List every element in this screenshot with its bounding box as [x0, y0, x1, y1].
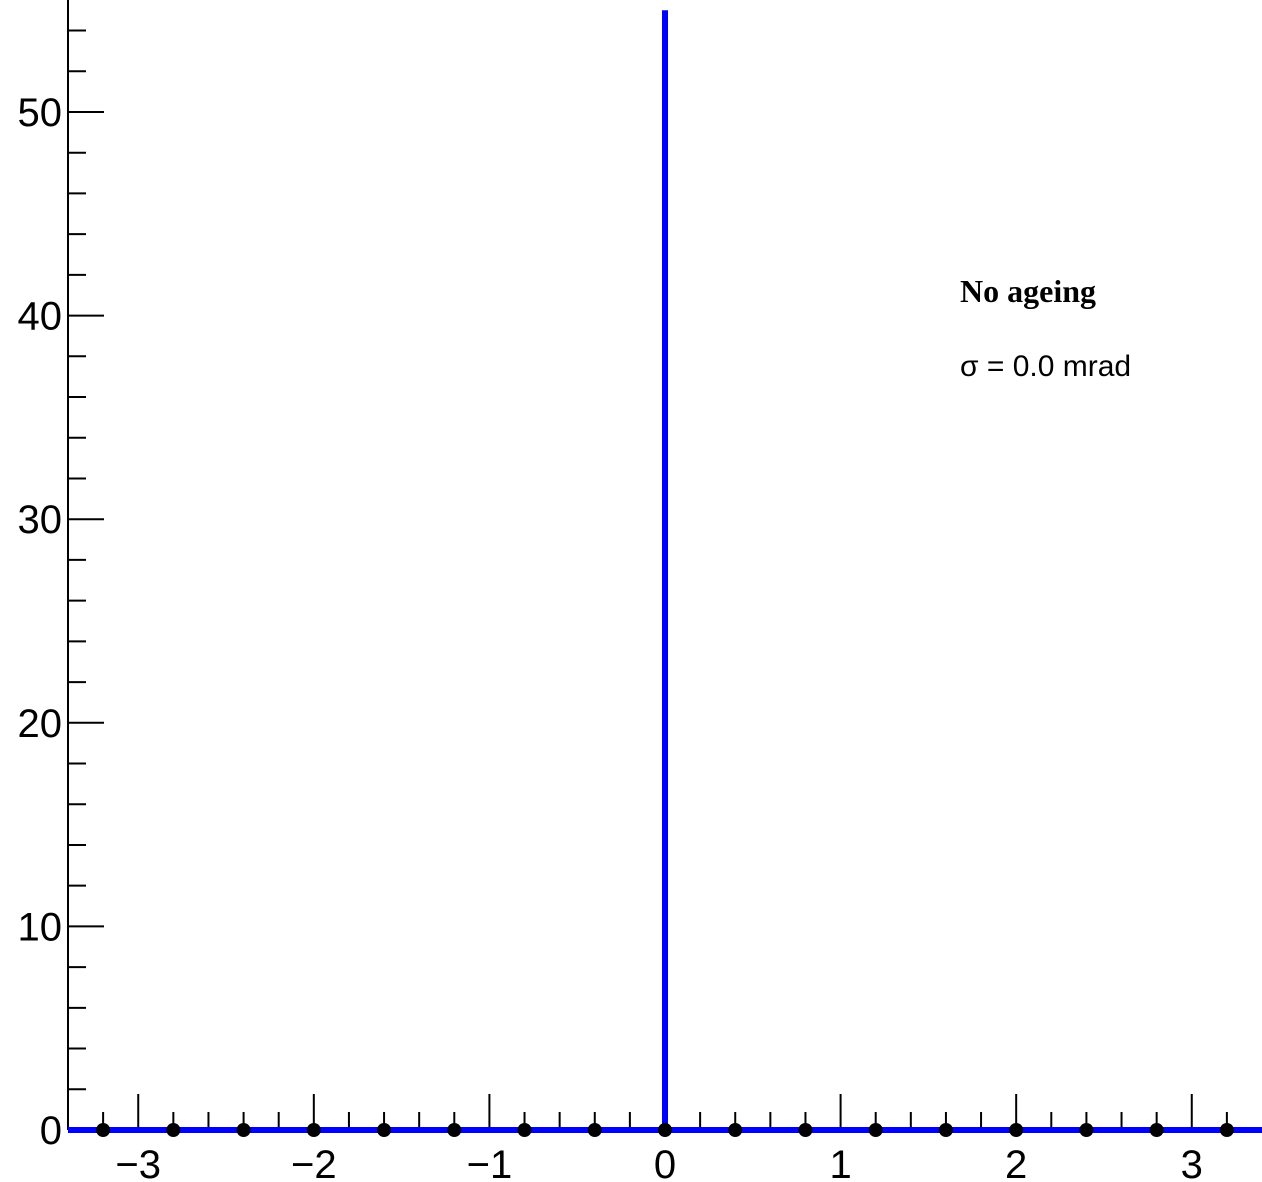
data-point — [517, 1123, 532, 1137]
annotations: No ageing σ = 0.0 mrad — [960, 273, 1131, 383]
data-point — [1149, 1123, 1164, 1137]
y-tick-label: 30 — [18, 498, 63, 542]
x-tick-label: 1 — [829, 1143, 851, 1182]
data-point — [96, 1123, 111, 1137]
x-tick-label: 0 — [654, 1143, 676, 1182]
data-point — [1219, 1123, 1234, 1137]
x-tick-label: −2 — [291, 1143, 337, 1182]
y-tick-label: 0 — [40, 1109, 62, 1153]
data-point — [236, 1123, 251, 1137]
data-point — [798, 1123, 813, 1137]
x-tick-label: 3 — [1181, 1143, 1203, 1182]
data-point — [447, 1123, 462, 1137]
y-tick-label: 50 — [18, 91, 63, 135]
data-point — [587, 1123, 602, 1137]
series-line-path — [68, 10, 1262, 1133]
x-tick-label: −3 — [115, 1143, 161, 1182]
series-line — [68, 10, 1262, 1133]
x-tick-label: 2 — [1005, 1143, 1027, 1182]
x-tick-label: −1 — [467, 1143, 513, 1182]
data-point — [868, 1123, 883, 1137]
axes: 0 10 20 30 40 50 −3 −2 −1 0 1 2 3 — [18, 0, 1262, 1182]
data-point — [1079, 1123, 1094, 1137]
annotation-sigma: σ = 0.0 mrad — [960, 350, 1131, 383]
data-point — [166, 1123, 181, 1137]
y-tick-label: 10 — [18, 905, 63, 949]
data-point — [658, 1123, 672, 1137]
data-point — [728, 1123, 743, 1137]
data-point — [306, 1123, 321, 1137]
data-point — [377, 1123, 392, 1137]
data-markers — [96, 1123, 1234, 1137]
data-point — [938, 1123, 953, 1137]
y-tick-label: 20 — [18, 702, 63, 746]
data-point — [1009, 1123, 1024, 1137]
annotation-title: No ageing — [960, 273, 1096, 309]
y-tick-label: 40 — [18, 295, 63, 339]
